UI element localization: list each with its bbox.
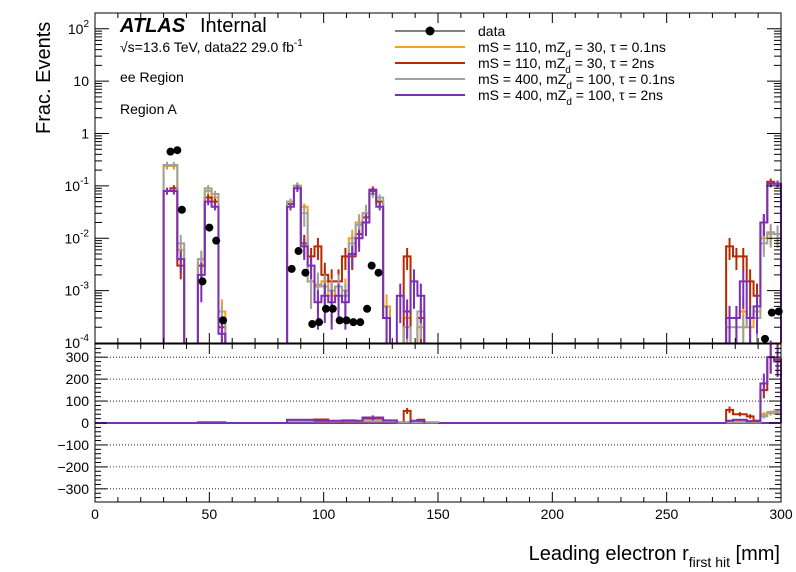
data-point xyxy=(342,316,351,325)
x-tick-label: 300 xyxy=(769,506,793,522)
data-point xyxy=(335,316,344,325)
data-point xyxy=(294,247,303,256)
energy-label: √s=13.6 TeV, data22 29.0 fb-1 xyxy=(120,38,303,55)
internal-label: Internal xyxy=(200,15,267,37)
legend-marker xyxy=(425,26,435,36)
data-point xyxy=(367,261,376,270)
ratio-y-tick-label: 0 xyxy=(81,415,89,431)
x-tick-label: 150 xyxy=(426,506,450,522)
data-point xyxy=(374,268,383,277)
top-y-axis: 10-4 10-3 10-2 10-1 1 10 102 xyxy=(65,12,781,351)
data-point xyxy=(177,205,186,214)
ratio-y-tick-label: −200 xyxy=(57,459,89,475)
data-point xyxy=(363,304,372,313)
x-tick-label: 250 xyxy=(655,506,679,522)
ratio-y-axis: −300 −200 −100 0 100 200 300 xyxy=(57,347,781,499)
data-point xyxy=(308,320,317,329)
x-tick-label: 200 xyxy=(541,506,565,522)
legend-entry-s2: mS = 110, mZd = 30, τ = 2ns xyxy=(395,55,654,76)
y-tick-label: 102 xyxy=(68,19,90,37)
data-point xyxy=(767,308,776,317)
ratio-y-tick-label: −300 xyxy=(57,481,89,497)
ratio-histograms xyxy=(95,340,782,424)
legend-entry-s1: mS = 110, mZd = 30, τ = 0.1ns xyxy=(395,39,666,60)
legend-entry-data: data xyxy=(395,23,505,39)
data-point xyxy=(356,318,365,327)
y-tick-label: 10-3 xyxy=(65,281,90,299)
x-tick-label: 0 xyxy=(91,506,99,522)
y-tick-label: 1 xyxy=(81,126,89,142)
top-x-ticks xyxy=(94,13,782,343)
ratio-y-tick-label: −100 xyxy=(57,437,89,453)
legend-label: mS = 400, mZd = 100, τ = 2ns xyxy=(478,87,663,108)
ratio-histogram-s4 xyxy=(196,356,782,424)
legend-entry-s3: mS = 400, mZd = 100, τ = 0.1ns xyxy=(395,71,675,92)
ratio-y-tick-label: 100 xyxy=(66,393,90,409)
data-point xyxy=(328,304,337,313)
x-axis-title: Leading electron rfirst hit [mm] xyxy=(529,543,780,570)
x-tick-label: 100 xyxy=(312,506,336,522)
region-label-1: ee Region xyxy=(120,69,184,85)
data-point xyxy=(315,318,324,327)
atlas-label: ATLAS xyxy=(119,15,186,37)
y-tick-label: 10-2 xyxy=(65,228,90,246)
data-point xyxy=(760,334,769,343)
y-tick-label: 10-4 xyxy=(65,333,90,351)
data-point xyxy=(321,304,330,313)
data-point xyxy=(198,277,207,286)
y-axis-title: Frac. Events xyxy=(33,22,55,134)
legend-label: data xyxy=(478,23,505,39)
data-point xyxy=(212,236,221,245)
data-point xyxy=(173,146,182,155)
data-point xyxy=(219,316,228,325)
ratio-y-tick-label: 300 xyxy=(66,349,90,365)
y-tick-label: 10-1 xyxy=(65,176,90,194)
region-label-2: Region A xyxy=(120,101,177,117)
legend-label: mS = 110, mZd = 30, τ = 2ns xyxy=(478,55,654,76)
data-point xyxy=(166,147,175,156)
ratio-y-tick-label: 200 xyxy=(66,371,90,387)
data-point xyxy=(349,318,358,327)
y-tick-label: 10 xyxy=(73,73,89,89)
data-point xyxy=(287,264,296,273)
x-tick-label: 50 xyxy=(202,506,218,522)
legend-label: mS = 400, mZd = 100, τ = 0.1ns xyxy=(478,71,675,92)
data-point xyxy=(205,223,214,232)
legend-label: mS = 110, mZd = 30, τ = 0.1ns xyxy=(478,39,666,60)
data-point xyxy=(301,268,310,277)
legend-entry-s4: mS = 400, mZd = 100, τ = 2ns xyxy=(395,87,663,108)
x-axis: 0 50 100 150 200 250 300 xyxy=(91,344,793,522)
